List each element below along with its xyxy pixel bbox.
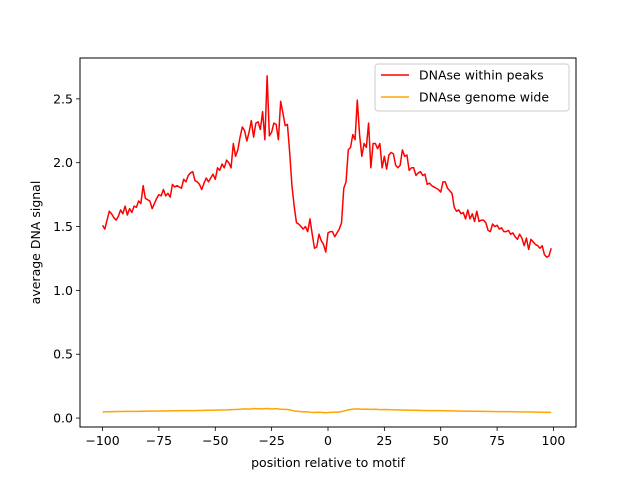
y-tick-label: 0.5 <box>53 347 73 362</box>
series-layer <box>101 75 552 414</box>
y-axis-ticks: 0.0 0.5 1.0 1.5 2.0 2.5 <box>53 91 80 426</box>
y-tick-label: 2.0 <box>53 155 73 170</box>
x-tick-label: 0 <box>324 433 332 448</box>
x-tick-label: 25 <box>376 433 392 448</box>
y-tick-label: 1.5 <box>53 219 73 234</box>
x-axis-ticks: −100 −75 −50 −25 0 25 50 75 100 <box>85 427 565 448</box>
x-tick-label: −25 <box>258 433 284 448</box>
y-tick-label: 1.0 <box>53 283 73 298</box>
series-line-2 <box>102 407 552 414</box>
x-tick-label: 75 <box>489 433 505 448</box>
x-tick-label: −75 <box>146 433 172 448</box>
x-axis-label: position relative to motif <box>251 455 405 470</box>
legend-label-2: DNAse genome wide <box>419 90 549 105</box>
x-tick-label: 100 <box>542 433 566 448</box>
series-line-1 <box>101 75 552 258</box>
legend: DNAse within peaks DNAse genome wide <box>374 63 570 112</box>
y-tick-label: 2.5 <box>53 91 73 106</box>
x-tick-label: −100 <box>85 433 119 448</box>
y-axis-label: average DNA signal <box>28 181 43 305</box>
x-tick-label: 50 <box>433 433 449 448</box>
y-tick-label: 0.0 <box>53 411 73 426</box>
legend-box <box>374 63 570 112</box>
x-tick-label: −50 <box>202 433 228 448</box>
legend-label-1: DNAse within peaks <box>419 68 544 83</box>
